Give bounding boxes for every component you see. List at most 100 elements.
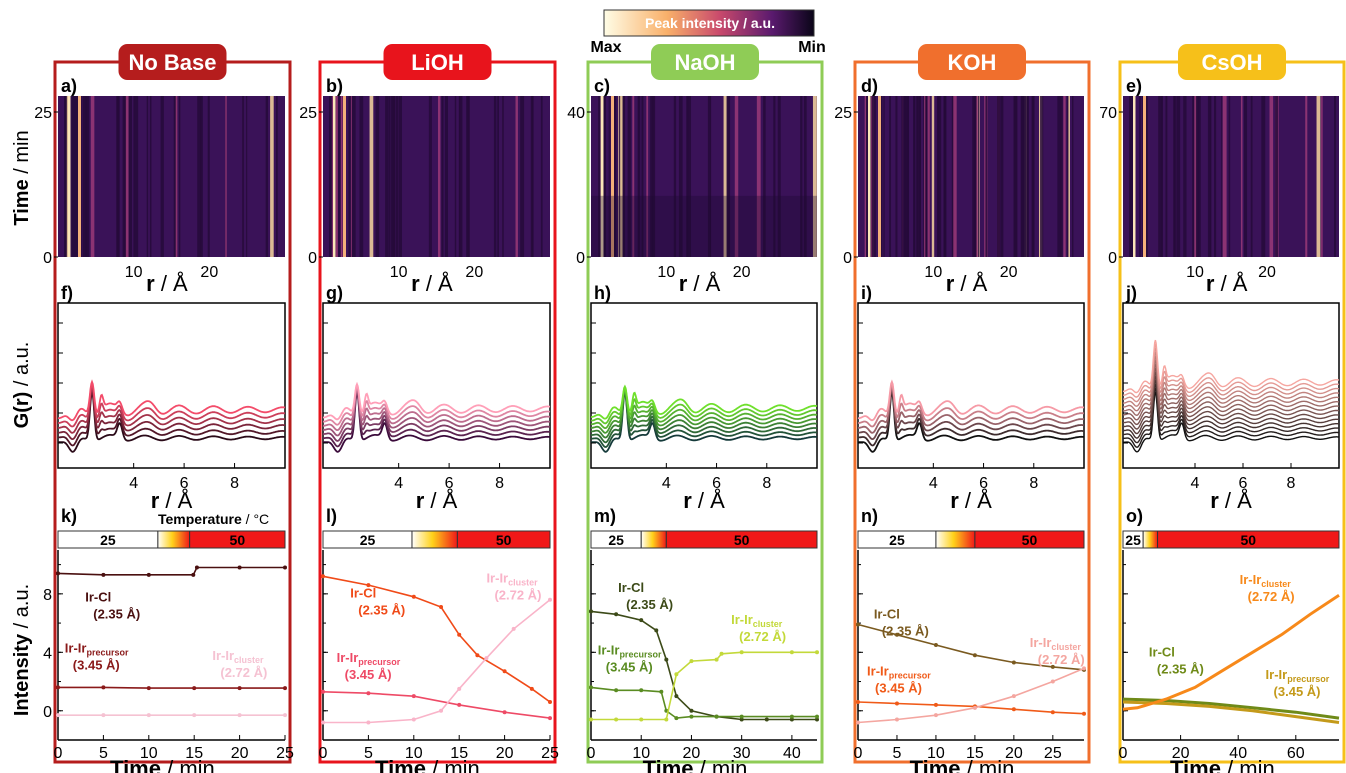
colorbar-min-label: Min (798, 39, 826, 56)
pdf-xtick-label: 4 (129, 475, 138, 492)
temperature-segment (411, 530, 458, 549)
kinetics-xtick-label: 0 (1119, 745, 1128, 762)
heatmap-stripe (86, 96, 90, 257)
kinetics-point (548, 597, 552, 602)
heatmap-stripe (398, 96, 403, 257)
heatmap-ytick-label: 0 (1108, 250, 1117, 267)
column-title: No Base (128, 50, 216, 75)
heatmap-stripe (803, 96, 807, 257)
heatmap-stripe (173, 96, 176, 257)
kinetics-xtick-label: 0 (319, 745, 328, 762)
kinetics-series-ir-ir-cluster: Ir-Ircluster(2.72 Å) (856, 635, 1086, 725)
heatmap-stripe (82, 96, 86, 257)
heatmap-lower-band (591, 195, 817, 257)
heatmap-stripe (924, 96, 926, 257)
heatmap-stripe (246, 96, 248, 257)
kinetics-xtick-label: 0 (854, 745, 863, 762)
temperature-bar: 25 50 (322, 530, 551, 549)
pdf-xtick-label: 4 (929, 475, 938, 492)
column-title-badge (651, 44, 759, 80)
heatmap-stripe (1240, 96, 1243, 257)
kinetics-point (439, 708, 444, 713)
series-label: Ir-Irprecursor (337, 650, 401, 667)
panel-label: j) (1125, 283, 1137, 303)
column-title-badge (918, 44, 1026, 80)
kinetics-xtick-label: 10 (140, 745, 158, 762)
kinetics-xtick-label: 5 (893, 745, 902, 762)
colorbar-bar (603, 9, 815, 37)
panel-label: d) (861, 76, 878, 96)
pdf-xtick-label: 8 (230, 475, 239, 492)
heatmap-stripe (1063, 96, 1066, 257)
temperature-segment-label: 25 (360, 532, 376, 548)
y-label-intensity: Intensity / a.u. (11, 584, 33, 716)
heatmap-stripe (1031, 96, 1035, 257)
heatmap-stripe (678, 96, 683, 257)
temperature-segment-label: 50 (496, 532, 512, 548)
kinetics-point (789, 650, 794, 655)
heatmap-stripe (1261, 96, 1266, 257)
pdf-curve (591, 385, 818, 430)
pdf-curve (322, 383, 551, 432)
pdf-xtick-label: 8 (1287, 475, 1296, 492)
heatmap-stripe (1183, 96, 1187, 257)
heatmap-stripe-bright (68, 96, 71, 257)
heatmap-stripe (1165, 96, 1168, 257)
heatmap-stripe (800, 96, 803, 257)
heatmap-stripe (937, 96, 942, 257)
heatmap-stripe (1192, 96, 1195, 257)
heatmap-stripe (390, 96, 394, 257)
heatmap-stripe (393, 96, 396, 257)
panel-label: n) (861, 506, 878, 526)
heatmap-stripe (1333, 96, 1337, 257)
kinetics-xtick-label: 10 (632, 745, 650, 762)
heatmap-stripe (1221, 96, 1223, 257)
heatmap-stripe (756, 96, 761, 257)
kinetics-series-ir-ir-cluster: Ir-Ircluster(2.72 Å) (56, 648, 287, 718)
kinetics-point (194, 565, 199, 570)
heatmap-stripe (459, 96, 463, 257)
kinetics-point (933, 702, 938, 707)
kinetics-series-ir-ir-precursor: Ir-Irprecursor(3.45 Å) (589, 643, 819, 721)
series-label-detail: (2.35 Å) (358, 603, 405, 618)
temperature-segment-label: 50 (1022, 532, 1038, 548)
kinetics-point (689, 714, 694, 719)
panel-label: a) (61, 76, 77, 96)
heatmap-stripe (951, 96, 955, 257)
pdf-plot (1122, 302, 1340, 469)
kinetics-point (1050, 710, 1055, 715)
colorbar-title: Peak intensity / a.u. (645, 15, 775, 31)
heatmap-stripe (1057, 96, 1061, 257)
heatmap-stripe (1197, 96, 1201, 257)
temperature-bar: 25 50 (857, 530, 1085, 549)
heatmap-stripe (497, 96, 499, 257)
pdf-xtick-label: 8 (762, 475, 771, 492)
temperature-segment-label: 50 (734, 532, 750, 548)
panel-label: l) (326, 506, 337, 526)
heatmap-stripe (652, 96, 656, 257)
heatmap-xtick-label: 10 (657, 264, 675, 281)
heatmap-stripe (441, 96, 444, 257)
kinetics-series-ir-cl: Ir-Cl (2.35 Å) (856, 606, 1086, 672)
series-label-detail: (2.72 Å) (1248, 589, 1295, 604)
kinetics-point (237, 565, 242, 570)
temperature-bar: 25 50 (590, 530, 818, 549)
heatmap-stripe (200, 96, 203, 257)
heatmap-stripe (622, 96, 626, 257)
heatmap-stripe (608, 96, 610, 257)
heatmap-stripe (116, 96, 120, 257)
temperature-segment-label: 25 (608, 532, 624, 548)
heatmap-stripe (369, 96, 374, 257)
temperature-segment-label: 50 (230, 532, 246, 548)
panel-label: b) (326, 76, 343, 96)
heatmap-stripe (340, 96, 343, 257)
kinetics-xtick-label: 20 (231, 745, 249, 762)
pdf-plot (57, 302, 286, 469)
heatmap-stripe (437, 96, 441, 257)
kinetics-point (789, 714, 794, 719)
heatmap-stripe (65, 96, 70, 257)
pdf-curve (58, 381, 286, 428)
kinetics-point (1082, 666, 1086, 671)
heatmap-stripe (242, 96, 244, 257)
pdf-plot (322, 302, 551, 469)
